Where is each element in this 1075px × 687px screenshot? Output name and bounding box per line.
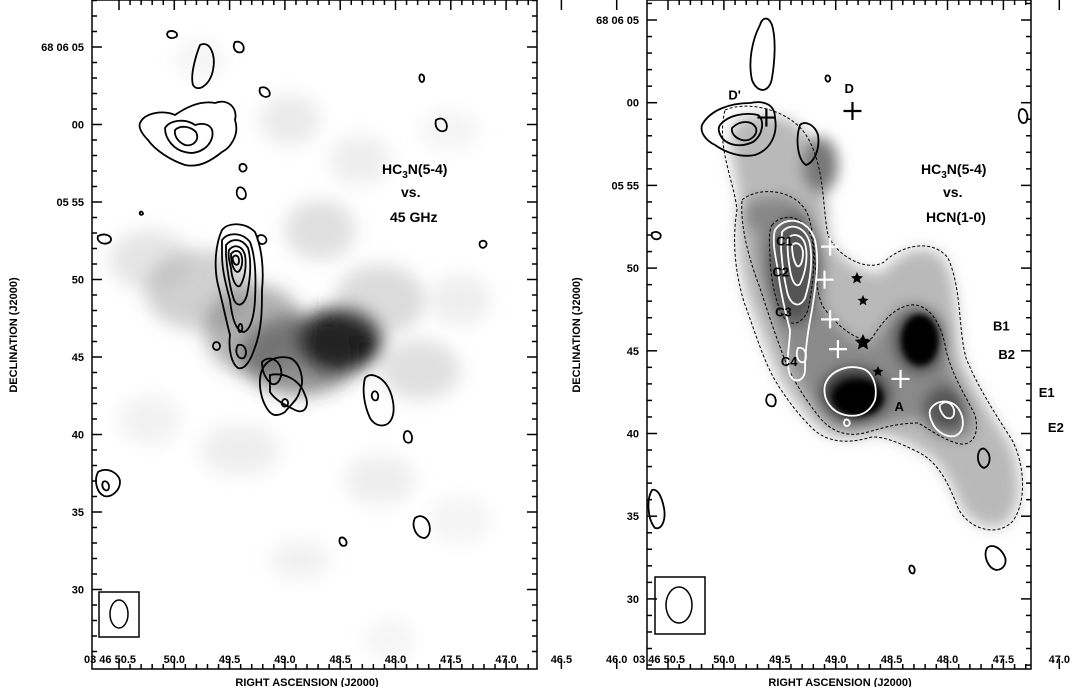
y-axis-title-left: DECLINATION (J2000): [8, 277, 20, 393]
star-markers: [851, 272, 884, 377]
contours-hc3n-left: [95, 30, 488, 547]
x-tick-label: 46.0: [606, 654, 627, 666]
greyscale-45ghz: [110, 40, 490, 660]
x-tick-label: 50.0: [713, 654, 734, 666]
y-tick-label: 00: [72, 120, 84, 132]
y-tick-label: 35: [72, 507, 84, 519]
x-tick-label: 47.0: [495, 654, 516, 666]
source-cross: [815, 270, 834, 289]
x-tick-label: 47.0: [1049, 654, 1070, 666]
x-axis-title-right: RIGHT ASCENSION (J2000): [768, 677, 912, 687]
x-tick-label: 49.5: [769, 654, 790, 666]
panel-right-title-line2: vs.: [943, 184, 962, 200]
source-label: B1: [993, 319, 1010, 334]
x-tick-label: 49.0: [825, 654, 846, 666]
y-tick-label: 05 55: [611, 180, 639, 192]
source-cross: [843, 101, 862, 120]
x-tick-label: 47.5: [993, 654, 1014, 666]
source-label: E2: [1048, 420, 1064, 435]
contours-hcn-dashed: [722, 105, 1023, 531]
ticks-right: [647, 0, 1061, 669]
frame-left: [91, 0, 538, 670]
y-axis-title-right: DECLINATION (J2000): [571, 277, 583, 393]
star-icon: [857, 295, 869, 306]
source-cross: [975, 336, 994, 355]
source-cross: [828, 340, 847, 359]
panel-left: 03 46 50.5 50.0 49.5 49.0 48.5 48.0 47.5 47.0 46…: [8, 0, 627, 687]
y-tick-label: 30: [627, 594, 639, 606]
source-cross: [997, 384, 1016, 403]
y-tick-label: 45: [627, 346, 639, 358]
contours-hc3n-right-black: [647, 17, 1029, 575]
y-tick-label: 45: [72, 352, 84, 364]
x-tick-label: 03 46 50.5: [633, 654, 685, 666]
source-label: E1: [1039, 385, 1055, 400]
star-icon: [872, 366, 884, 377]
source-label: C4: [781, 354, 798, 369]
panel-right-title-line1: HC3N(5-4): [921, 161, 986, 181]
source-label: D': [728, 88, 740, 103]
x-tick-label: 49.0: [274, 654, 295, 666]
y-tick-label: 30: [72, 585, 84, 597]
y-tick-label: 50: [627, 263, 639, 275]
beam-left: [98, 591, 140, 638]
source-label: C2: [773, 265, 790, 280]
panel-left-title-line2: vs.: [401, 184, 420, 200]
x-tick-label: 48.5: [881, 654, 902, 666]
source-cross: [972, 318, 991, 337]
source-label: B2: [998, 347, 1015, 362]
source-label: A: [895, 399, 905, 414]
source-label: D: [844, 81, 853, 96]
source-cross: [821, 237, 840, 256]
y-tick-label: 50: [72, 275, 84, 287]
x-tick-label: 03 46 50.5: [84, 654, 136, 666]
x-tick-label: 48.5: [329, 654, 350, 666]
y-tick-label: 05 55: [56, 197, 84, 209]
x-tick-label: 48.0: [937, 654, 958, 666]
panel-right-title-line3: HCN(1-0): [926, 209, 986, 225]
source-cross: [821, 310, 840, 329]
ticks-left: [92, 0, 618, 669]
x-tick-label: 47.5: [440, 654, 461, 666]
x-tick-label: 48.0: [385, 654, 406, 666]
panel-left-title-line3: 45 GHz: [390, 209, 437, 225]
contours-hc3n-right-white: [772, 219, 964, 438]
y-tick-label: 68 06 05: [41, 42, 84, 54]
source-cross: [1008, 407, 1027, 426]
star-icon: [854, 334, 872, 350]
y-tick-label: 35: [627, 511, 639, 523]
source-cross: [757, 108, 776, 127]
y-tick-label: 00: [627, 98, 639, 110]
x-tick-label: 46.5: [551, 654, 572, 666]
x-tick-label: 50.0: [164, 654, 185, 666]
star-icon: [851, 272, 863, 284]
tick-labels-right: 03 46 50.5 50.0 49.5 49.0 48.5 48.0 47.5 47.0 46…: [596, 15, 1070, 666]
panel-left-title-line1: HC3N(5-4): [382, 161, 447, 181]
source-cross: [891, 369, 910, 388]
panel-right: D' D C1 C2 C3 C4 A B1 B2 E1 E2 03 46 50.5 50.0 49.5 4…: [571, 0, 1070, 687]
y-tick-label: 68 06 05: [596, 15, 639, 27]
x-axis-title-left: RIGHT ASCENSION (J2000): [235, 677, 379, 687]
source-markers: D' D C1 C2 C3 C4 A B1 B2 E1 E2: [728, 81, 1063, 435]
source-label: C1: [776, 234, 793, 249]
tick-labels-left: 03 46 50.5 50.0 49.5 49.0 48.5 48.0 47.5 47.0 46…: [41, 42, 627, 666]
source-label: C3: [775, 304, 792, 319]
x-tick-label: 49.5: [219, 654, 240, 666]
y-tick-label: 40: [72, 430, 84, 442]
beam-right: [654, 576, 706, 635]
y-tick-label: 40: [627, 429, 639, 441]
